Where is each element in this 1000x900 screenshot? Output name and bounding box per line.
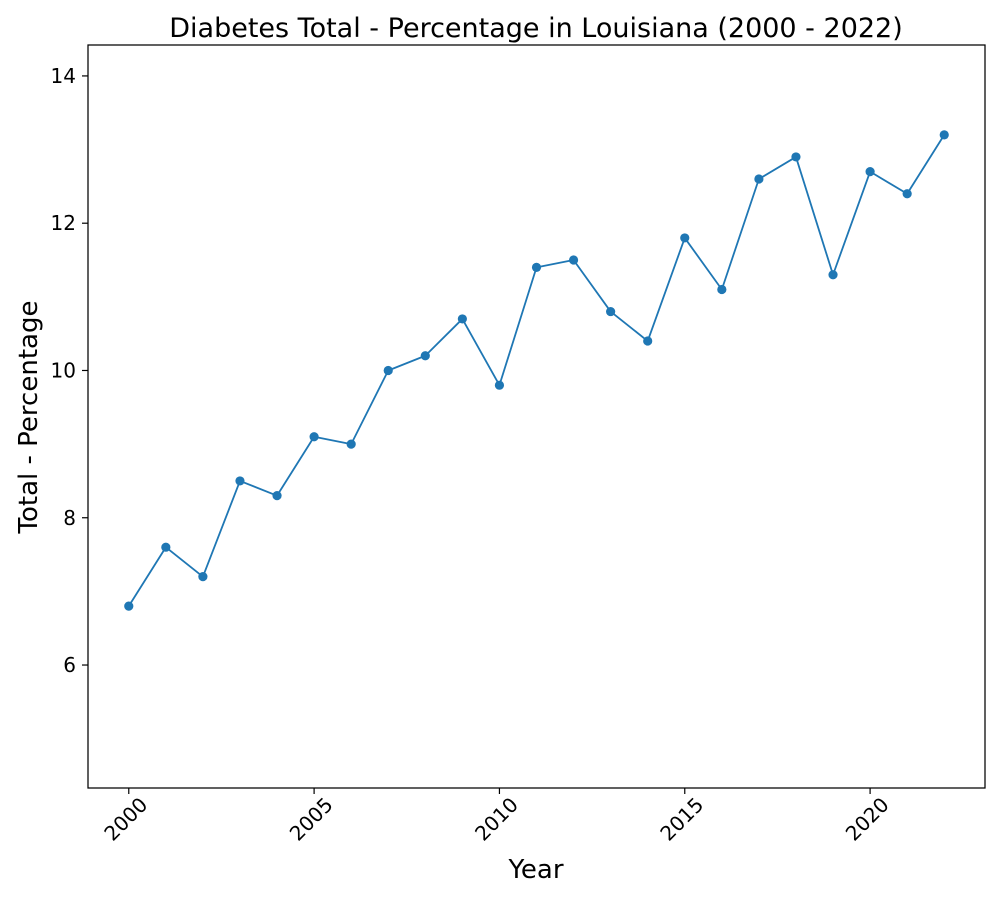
data-point	[383, 365, 393, 376]
y-axis-label: Total - Percentage	[14, 301, 44, 535]
data-point	[791, 152, 801, 162]
x-tick-label: 2005	[285, 793, 338, 846]
data-point	[531, 262, 542, 272]
data-point	[754, 174, 764, 184]
x-tick-label: 2000	[99, 793, 152, 846]
data-point	[606, 306, 616, 317]
series-layer	[124, 130, 949, 611]
y-tick-label: 12	[51, 211, 76, 235]
x-tick-label: 2010	[470, 793, 523, 846]
x-axis-ticks: 2000 2005 2010 2015 2020	[99, 788, 894, 846]
chart-title: Diabetes Total - Percentage in Louisiana…	[169, 13, 903, 44]
data-point	[494, 380, 505, 390]
x-tick-label: 2020	[841, 793, 894, 846]
y-tick-label: 8	[63, 506, 76, 530]
plot-area-frame	[87, 44, 986, 789]
data-point	[643, 336, 653, 346]
data-point	[235, 476, 245, 486]
x-axis-label: Year	[507, 855, 563, 885]
data-point	[939, 130, 949, 140]
x-tick-label: 2015	[655, 793, 708, 846]
data-point	[198, 572, 208, 582]
data-point	[865, 167, 875, 177]
data-point	[568, 255, 579, 265]
y-tick-label: 10	[51, 358, 76, 382]
series-line	[128, 134, 945, 607]
data-point	[420, 351, 430, 361]
y-tick-label: 6	[63, 653, 76, 677]
data-point	[346, 439, 356, 449]
data-point	[124, 601, 134, 611]
data-point	[680, 233, 690, 243]
data-point	[309, 432, 319, 442]
data-point	[717, 284, 727, 295]
data-point	[272, 491, 282, 501]
data-point	[161, 542, 171, 552]
data-point	[828, 270, 838, 280]
y-tick-label: 14	[51, 64, 76, 88]
data-point	[457, 314, 467, 324]
y-axis-ticks: 6 8 10 12 14	[51, 64, 88, 677]
data-point	[902, 189, 912, 199]
